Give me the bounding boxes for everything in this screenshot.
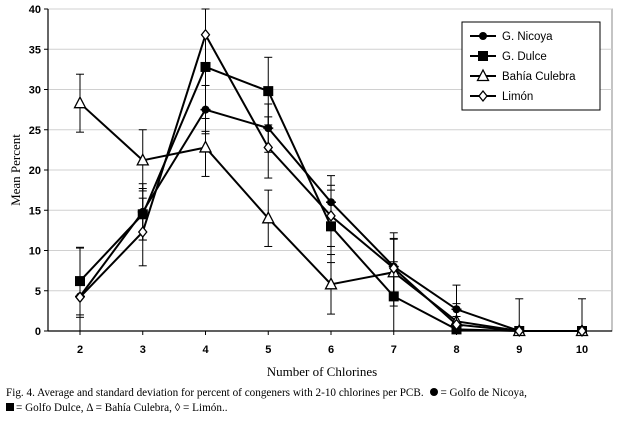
x-tick-label: 6: [328, 344, 334, 356]
legend-label: Bahía Culebra: [502, 71, 576, 83]
caption-text-1: Fig. 4. Average and standard deviation f…: [6, 387, 424, 399]
caption-line-2: = Golfo Dulce, Δ = Bahía Culebra, ◊ = Li…: [6, 401, 606, 416]
x-tick-label: 2: [77, 344, 83, 356]
y-tick-label: 0: [35, 326, 41, 338]
data-point: [514, 324, 525, 338]
data-point: [261, 210, 275, 224]
legend-marker: [478, 89, 488, 103]
x-tick-label: 9: [516, 344, 522, 356]
legend-label: G. Dulce: [502, 51, 547, 63]
data-point: [326, 209, 336, 222]
series-3: [75, 8, 587, 338]
y-tick-label: 40: [29, 4, 41, 16]
data-point: [198, 140, 213, 153]
caption-line-1: Fig. 4. Average and standard deviation f…: [6, 386, 606, 401]
x-tick-label: 5: [265, 344, 271, 356]
data-point: [324, 276, 338, 290]
caption-text-2: = Golfo de Nicoya,: [440, 387, 527, 399]
x-tick-label: 7: [391, 344, 397, 356]
data-point: [137, 225, 148, 239]
data-point: [263, 86, 274, 97]
legend-marker: [476, 68, 490, 82]
legend-label: Limón: [502, 91, 533, 103]
data-point: [577, 324, 587, 338]
caption-text-3: = Golfo Dulce, Δ = Bahía Culebra, ◊ = Li…: [16, 402, 228, 414]
data-point: [136, 152, 150, 166]
x-tick-label: 4: [202, 344, 209, 356]
y-tick-label: 5: [35, 286, 41, 298]
data-point: [73, 95, 87, 109]
data-point: [75, 291, 85, 304]
data-point: [263, 141, 274, 154]
y-axis-title: Mean Percent: [8, 134, 23, 206]
legend-marker: [478, 51, 488, 61]
y-tick-label: 35: [29, 44, 41, 56]
data-point: [451, 318, 462, 331]
legend-label: G. Nicoya: [502, 31, 553, 43]
legend: G. Nicoya G. Dulce Bahía Culebra Limón: [461, 21, 601, 111]
y-tick-label: 10: [29, 246, 41, 258]
filled-circle-icon: [430, 388, 439, 397]
x-axis-title: Number of Chlorines: [267, 364, 377, 379]
y-tick-label: 20: [29, 165, 41, 177]
data-point: [200, 28, 211, 41]
figure-caption: Fig. 4. Average and standard deviation f…: [6, 386, 606, 416]
filled-square-icon: [6, 403, 14, 412]
y-tick-label: 30: [29, 85, 41, 97]
data-point: [388, 262, 399, 275]
y-tick-label: 25: [29, 125, 41, 137]
x-tick-label: 8: [453, 344, 459, 356]
x-tick-label: 10: [576, 344, 588, 356]
x-tick-label: 3: [140, 344, 146, 356]
y-tick-label: 15: [29, 205, 41, 217]
